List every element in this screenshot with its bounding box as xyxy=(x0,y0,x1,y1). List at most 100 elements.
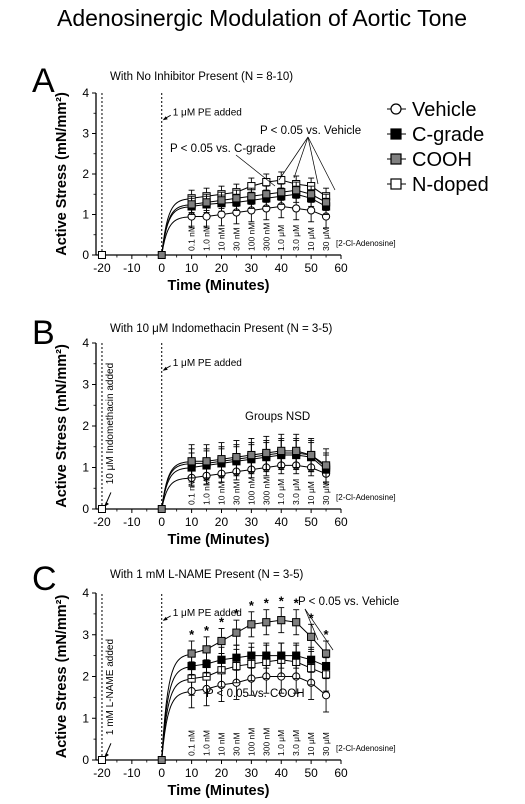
rise-curve xyxy=(161,666,192,761)
data-point xyxy=(277,175,286,185)
legend-label: COOH xyxy=(412,149,472,171)
significance-annotation: P < 0.05 vs. Vehicle xyxy=(298,596,399,608)
y-tick-label: 0 xyxy=(82,502,89,516)
significance-star: * xyxy=(279,594,285,609)
baseline-point xyxy=(157,251,166,259)
significance-star: * xyxy=(219,614,225,629)
x-tick-label: 30 xyxy=(245,515,259,529)
x-tick-label: 10 xyxy=(185,261,199,275)
series-line xyxy=(191,676,327,696)
dose-label: 1.0 nM xyxy=(202,730,212,756)
data-point xyxy=(292,446,301,455)
legend-entry-c-grade: C-grade xyxy=(387,124,484,146)
data-point xyxy=(307,206,316,215)
data-point xyxy=(321,461,331,470)
x-tick-label: 40 xyxy=(275,766,289,780)
data-point xyxy=(307,655,316,664)
inhibitor-annotation: 10 μM Indomethacin added xyxy=(105,363,116,484)
dose-label: 10 μM xyxy=(306,227,316,251)
data-point xyxy=(262,618,271,627)
panel-label: C xyxy=(32,560,57,598)
annotation-pointer xyxy=(307,136,336,191)
annotation-pointer xyxy=(293,136,309,179)
rise-curve xyxy=(161,467,192,510)
pe-added-annotation: 1 μM PE added xyxy=(173,358,242,369)
x-tick-label: -10 xyxy=(123,515,141,529)
data-point xyxy=(292,204,301,213)
y-tick-label: 0 xyxy=(82,248,89,262)
baseline-point xyxy=(97,505,106,513)
data-point xyxy=(277,188,286,197)
x-axis-label: Time (Minutes) xyxy=(167,783,269,799)
series-cooh xyxy=(161,607,331,761)
data-point xyxy=(232,653,241,662)
series-cooh xyxy=(161,181,331,256)
x-tick-label: -20 xyxy=(93,515,111,529)
x-tick-label: 10 xyxy=(185,766,199,780)
dose-label: 30 nM xyxy=(231,732,241,756)
dose-label: 10 nM xyxy=(216,732,226,756)
data-point xyxy=(202,645,211,654)
data-point xyxy=(232,194,241,203)
x-tick-label: 60 xyxy=(334,515,348,529)
x-tick-label: 40 xyxy=(275,515,289,529)
dose-label: 300 nM xyxy=(261,728,271,756)
significance-star: * xyxy=(324,627,330,642)
y-tick-label: 4 xyxy=(82,86,89,100)
dose-label: 30 μM xyxy=(321,227,331,251)
annotation-pointer xyxy=(307,136,319,185)
y-tick-label: 1 xyxy=(82,208,89,222)
legend-marker xyxy=(390,153,402,165)
x-tick-label: 0 xyxy=(158,261,165,275)
data-point xyxy=(232,453,241,462)
data-point xyxy=(217,636,226,646)
data-point xyxy=(247,192,256,201)
data-point xyxy=(187,200,196,209)
data-point xyxy=(217,455,226,464)
data-point xyxy=(202,457,211,466)
dose-axis-label: [2-Cl-Adenosine] xyxy=(336,239,396,248)
significance-star: * xyxy=(249,598,255,613)
dose-label: 0.1 nM xyxy=(187,479,197,505)
data-point xyxy=(307,190,316,199)
data-point xyxy=(262,190,271,199)
data-point xyxy=(217,655,226,664)
data-point xyxy=(247,651,256,660)
x-tick-label: 50 xyxy=(304,261,318,275)
pe-added-annotation: 1 μM PE added xyxy=(173,107,242,118)
rise-curve xyxy=(161,216,192,256)
rise-curve xyxy=(161,204,192,256)
legend-entry-vehicle: Vehicle xyxy=(387,99,477,121)
y-tick-label: 3 xyxy=(82,378,89,392)
x-tick-label: 60 xyxy=(334,261,348,275)
x-tick-label: 60 xyxy=(334,766,348,780)
data-point xyxy=(321,198,331,207)
dose-label: 300 nM xyxy=(261,223,271,251)
baseline-point xyxy=(157,756,166,764)
series-line xyxy=(191,454,327,470)
x-tick-label: 50 xyxy=(304,515,318,529)
dose-label: 1.0 μM xyxy=(276,225,286,251)
data-point xyxy=(292,651,301,660)
dose-label: 10 nM xyxy=(216,227,226,251)
series-line xyxy=(191,452,327,468)
data-point xyxy=(187,457,196,466)
data-point xyxy=(262,651,271,660)
inhibitor-annotation: 1 mM L-NAME added xyxy=(105,639,116,735)
data-point xyxy=(277,446,286,455)
baseline-point xyxy=(97,756,106,764)
dose-axis-label: [2-Cl-Adenosine] xyxy=(336,493,396,502)
dose-label: 0.1 nM xyxy=(187,225,197,251)
dose-label: 30 μM xyxy=(321,481,331,505)
dose-label: 0.1 nM xyxy=(187,730,197,756)
data-point xyxy=(307,450,316,460)
dose-label: 30 nM xyxy=(231,481,241,505)
x-tick-label: -10 xyxy=(123,261,141,275)
significance-star: * xyxy=(264,596,270,611)
series-cooh xyxy=(161,433,331,510)
significance-star: * xyxy=(189,627,195,642)
dose-label: 30 μM xyxy=(321,732,331,756)
dose-label: 300 nM xyxy=(261,477,271,505)
dose-label: 10 nM xyxy=(216,481,226,505)
